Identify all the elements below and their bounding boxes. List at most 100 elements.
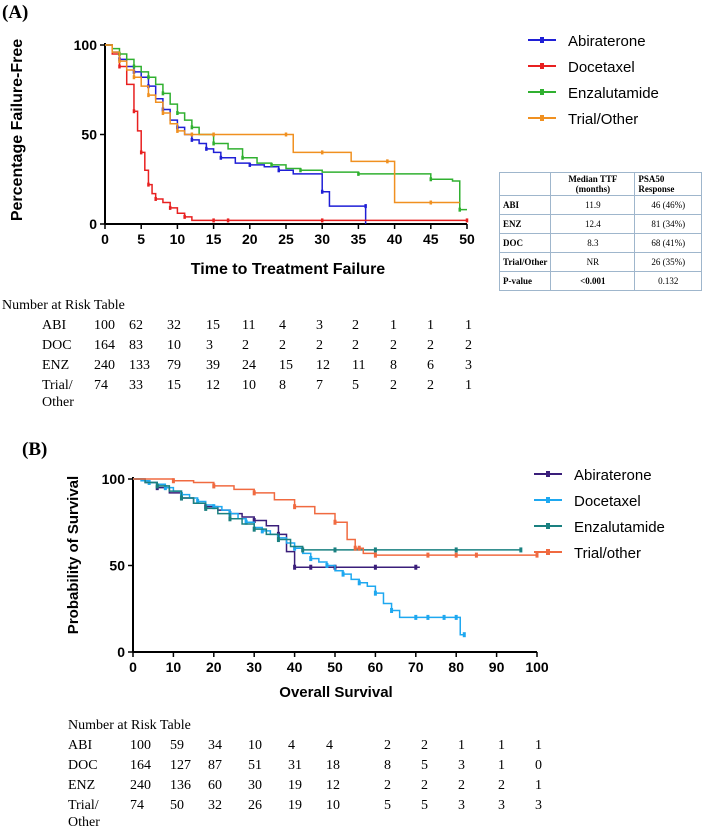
risk-cell: 50 <box>170 798 184 813</box>
risk-cell: 2 <box>384 778 391 793</box>
censor-mark <box>474 552 478 558</box>
legend-label: Docetaxel <box>574 493 641 510</box>
censor-mark <box>320 189 324 194</box>
risk-cell: 10 <box>248 738 262 753</box>
risk-cell: 100 <box>94 318 115 333</box>
censor-mark <box>390 607 394 613</box>
risk-cell: 240 <box>130 778 151 793</box>
censor-mark <box>426 552 430 558</box>
risk-cell: 5 <box>421 798 428 813</box>
risk-row-label: ENZ <box>42 358 70 373</box>
risk-cell: 240 <box>94 358 115 373</box>
risk-cell: 11 <box>352 358 366 373</box>
risk-cell: 34 <box>208 738 222 753</box>
censor-mark <box>465 218 469 223</box>
censor-mark <box>454 547 458 553</box>
censor-mark <box>132 64 136 69</box>
censor-mark <box>341 571 345 577</box>
censor-mark <box>171 478 175 484</box>
legend-marker <box>546 497 550 503</box>
censor-mark <box>277 168 281 173</box>
censor-mark <box>161 111 165 116</box>
table-cell: ABI <box>498 195 552 215</box>
table-cell: 12.4 <box>550 214 636 234</box>
risk-row-label: Other <box>42 395 74 410</box>
panel-a-label: (A) <box>2 2 29 23</box>
risk-cell: 1 <box>465 378 472 393</box>
risk-cell: 33 <box>129 378 143 393</box>
risk-cell: 1 <box>427 318 434 333</box>
risk-cell: 15 <box>279 358 293 373</box>
table-cell: 46 (46%) <box>634 195 702 215</box>
legend-marker <box>546 523 550 529</box>
y-tick-label: 0 <box>117 644 125 660</box>
table-header-cell: Median TTF (months) <box>550 172 636 196</box>
risk-cell: 12 <box>316 358 330 373</box>
censor-mark <box>458 207 462 212</box>
censor-mark <box>373 547 377 553</box>
censor-mark <box>244 519 248 525</box>
table-row: P-value <0.001 0.132 <box>498 271 702 291</box>
risk-cell: 83 <box>129 338 143 353</box>
risk-cell: 10 <box>167 338 181 353</box>
censor-mark <box>252 490 256 496</box>
censor-mark <box>276 537 280 543</box>
x-tick-label: 0 <box>101 231 109 247</box>
censor-mark <box>219 155 223 160</box>
risk-cell: 8 <box>384 758 391 773</box>
x-tick-label: 10 <box>170 231 186 247</box>
y-tick-label: 0 <box>89 216 97 232</box>
risk-table-title: Number at Risk Table <box>68 718 191 733</box>
x-axis-label: Time to Treatment Failure <box>191 261 386 278</box>
legend-marker <box>540 89 544 95</box>
y-tick-label: 100 <box>74 37 98 53</box>
censor-mark <box>333 547 337 553</box>
table-cell: 68 (41%) <box>634 233 702 253</box>
risk-cell: 51 <box>248 758 262 773</box>
y-axis-label: Probability of Survival <box>65 476 82 634</box>
censor-mark <box>212 132 215 137</box>
risk-cell: 4 <box>326 738 333 753</box>
censor-mark <box>183 214 186 219</box>
x-tick-label: 25 <box>278 231 294 247</box>
censor-mark <box>357 171 360 176</box>
censor-mark <box>196 498 200 504</box>
legend-label: Trial/other <box>574 545 641 562</box>
x-axis-label: Overall Survival <box>279 684 392 701</box>
censor-mark <box>154 196 157 201</box>
legend-label: Abiraterone <box>568 33 646 50</box>
censor-mark <box>429 177 433 182</box>
censor-mark <box>132 109 136 114</box>
median-ttf-table: Median TTF (months) PSA50 Response ABI 1… <box>498 172 702 291</box>
risk-cell: 74 <box>130 798 144 813</box>
x-tick-label: 30 <box>246 659 262 675</box>
risk-cell: 3 <box>206 338 213 353</box>
risk-cell: 2 <box>427 338 434 353</box>
risk-cell: 26 <box>248 798 262 813</box>
risk-table-title: Number at Risk Table <box>2 298 125 313</box>
table-row: DOC 8.3 68 (41%) <box>498 233 702 253</box>
censor-mark <box>179 495 183 501</box>
series-line-abiraterone <box>133 478 420 568</box>
risk-row-label: Trial/ <box>42 378 73 393</box>
risk-cell: 10 <box>326 798 340 813</box>
censor-mark <box>118 64 121 69</box>
censor-mark <box>252 526 256 532</box>
censor-mark <box>190 125 194 130</box>
x-tick-label: 80 <box>448 659 464 675</box>
risk-cell: 2 <box>384 738 391 753</box>
table-cell: ENZ <box>498 214 552 234</box>
risk-cell: 59 <box>170 738 184 753</box>
series-line-docetaxel <box>133 478 465 636</box>
risk-cell: 62 <box>129 318 143 333</box>
censor-mark <box>176 111 179 116</box>
risk-cell: 3 <box>498 798 505 813</box>
table-cell: 0.132 <box>634 271 702 291</box>
censor-mark <box>353 545 357 551</box>
risk-cell: 19 <box>288 798 302 813</box>
risk-cell: 10 <box>242 378 256 393</box>
censor-mark <box>132 75 136 80</box>
censor-mark <box>212 141 215 146</box>
risk-cell: 164 <box>130 758 151 773</box>
